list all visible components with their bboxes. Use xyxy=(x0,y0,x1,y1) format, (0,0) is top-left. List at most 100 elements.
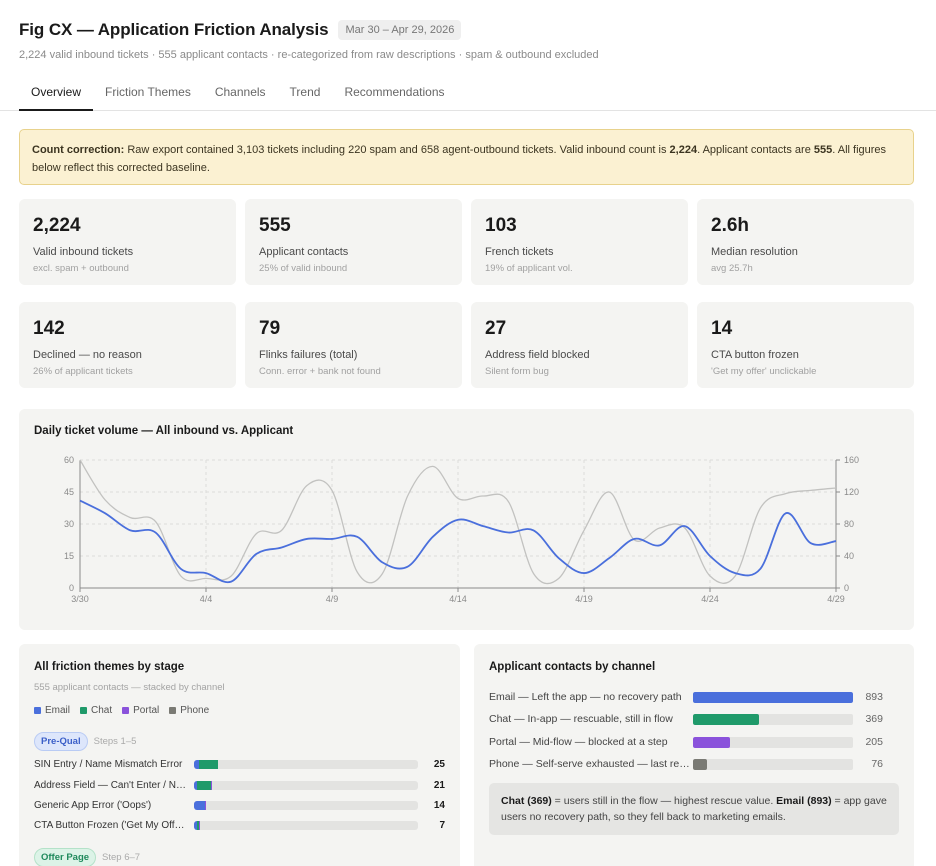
tab-trend[interactable]: Trend xyxy=(289,85,321,99)
theme-row[interactable]: Address Field — Can't Enter / N… 21 xyxy=(34,778,445,792)
kpi-label: Address field blocked xyxy=(485,349,590,361)
channel-bar-fill-phone xyxy=(693,758,707,770)
date-range-chip[interactable]: Mar 30 – Apr 29, 2026 xyxy=(338,20,462,40)
channel-count: 893 xyxy=(865,691,883,703)
channel-bar-track xyxy=(693,691,853,703)
tab-channels[interactable]: Channels xyxy=(214,85,266,99)
theme-bar-segment-chat xyxy=(197,780,211,790)
tab-recommendations[interactable]: Recommendations xyxy=(344,85,445,99)
legend-item-email: Email xyxy=(34,705,70,716)
count-correction-alert: Count correction: Raw export contained 3… xyxy=(19,129,914,185)
kpi-card-applicant-contacts: 555 Applicant contacts 25% of valid inbo… xyxy=(245,199,462,285)
theme-label: Generic App Error ('Oops') xyxy=(34,799,152,811)
theme-bar-segment-chat xyxy=(197,820,199,830)
channel-row-email[interactable]: Email — Left the app — no recovery path … xyxy=(489,690,883,704)
y-right-tick-label: 160 xyxy=(844,455,859,465)
channel-count: 369 xyxy=(865,713,883,725)
kpi-value: 14 xyxy=(711,318,733,339)
theme-count: 14 xyxy=(433,799,445,811)
channel-label: Portal — Mid-flow — blocked at a step xyxy=(489,736,668,748)
kpi-card-declined-no-reason: 142 Declined — no reason 26% of applican… xyxy=(19,302,236,388)
theme-bar-segment-email xyxy=(194,780,198,790)
tab-friction-themes[interactable]: Friction Themes xyxy=(105,85,191,99)
theme-row[interactable]: SIN Entry / Name Mismatch Error 25 xyxy=(34,757,445,771)
page-subtitle: 2,224 valid inbound tickets · 555 applic… xyxy=(19,49,599,61)
kpi-label: Median resolution xyxy=(711,246,798,258)
theme-bar-segment-email xyxy=(194,820,198,830)
legend-swatch-email xyxy=(34,707,41,714)
stage-header-prequal: Pre-Qual Steps 1–5 xyxy=(34,732,136,751)
theme-row[interactable]: Generic App Error ('Oops') 14 xyxy=(34,798,445,812)
theme-bar-segment-email xyxy=(194,800,205,810)
y-left-tick-label: 30 xyxy=(64,519,74,529)
theme-bar-segment-portal xyxy=(204,800,207,810)
kpi-sub: 26% of applicant tickets xyxy=(33,366,133,377)
channel-bar-fill-email xyxy=(693,691,853,703)
channel-insight-note: Chat (369) = users still in the flow — h… xyxy=(489,783,899,835)
kpi-card-address-field-blocked: 27 Address field blocked Silent form bug xyxy=(471,302,688,388)
theme-bar-track xyxy=(194,820,418,830)
channel-count: 205 xyxy=(865,736,883,748)
kpi-label: Flinks failures (total) xyxy=(259,349,358,361)
channel-bar-track xyxy=(693,736,853,748)
stage-steps: Step 6–7 xyxy=(102,852,141,863)
kpi-sub: 25% of valid inbound xyxy=(259,263,348,274)
channel-row-chat[interactable]: Chat — In-app — rescuable, still in flow… xyxy=(489,712,883,726)
alert-text-1: Raw export contained 3,103 tickets inclu… xyxy=(124,144,670,156)
legend-label: Phone xyxy=(180,705,210,716)
y-left-tick-label: 45 xyxy=(64,487,74,497)
x-tick-label: 4/4 xyxy=(200,594,213,604)
channel-row-phone[interactable]: Phone — Self-serve exhausted — last re… … xyxy=(489,757,883,771)
kpi-value: 79 xyxy=(259,318,281,339)
y-left-tick-label: 60 xyxy=(64,455,74,465)
kpi-label: CTA button frozen xyxy=(711,349,799,361)
chart-title: Daily ticket volume — All inbound vs. Ap… xyxy=(34,425,294,437)
kpi-card-median-resolution: 2.6h Median resolution avg 25.7h xyxy=(697,199,914,285)
themes-title: All friction themes by stage xyxy=(34,661,185,673)
x-tick-label: 4/24 xyxy=(701,594,719,604)
stage-pill-offer-page[interactable]: Offer Page xyxy=(34,848,97,866)
stage-pill-prequal[interactable]: Pre-Qual xyxy=(34,732,88,751)
note-bold-chat: Chat (369) xyxy=(501,795,552,807)
theme-bar-segment-portal xyxy=(198,820,201,830)
tab-bar: Overview Friction Themes Channels Trend … xyxy=(19,74,936,111)
theme-row[interactable]: CTA Button Frozen ('Get My Off… 7 xyxy=(34,818,445,832)
tab-overview[interactable]: Overview xyxy=(19,74,94,111)
legend-label: Chat xyxy=(91,705,113,716)
kpi-value: 27 xyxy=(485,318,507,339)
channels-title: Applicant contacts by channel xyxy=(489,661,656,673)
stage-header-offer-page: Offer Page Step 6–7 xyxy=(34,848,140,866)
theme-bar-track xyxy=(194,780,418,790)
channel-bar-fill-chat xyxy=(693,713,760,725)
series-line-applicant xyxy=(79,499,837,584)
kpi-value: 142 xyxy=(33,318,65,339)
kpi-sub: 19% of applicant vol. xyxy=(485,263,573,274)
channels-card: Applicant contacts by channel Email — Le… xyxy=(474,644,914,866)
theme-label: SIN Entry / Name Mismatch Error xyxy=(34,758,183,770)
series-line-all-inbound xyxy=(79,459,837,585)
kpi-card-cta-button-frozen: 14 CTA button frozen 'Get my offer' uncl… xyxy=(697,302,914,388)
kpi-card-flinks-failures: 79 Flinks failures (total) Conn. error +… xyxy=(245,302,462,388)
kpi-label: Declined — no reason xyxy=(33,349,142,361)
channel-row-portal[interactable]: Portal — Mid-flow — blocked at a step 20… xyxy=(489,735,883,749)
channel-count: 76 xyxy=(871,758,883,770)
theme-bar-track xyxy=(194,759,418,769)
legend-label: Portal xyxy=(133,705,160,716)
y-right-tick-label: 40 xyxy=(844,551,854,561)
daily-volume-line-chart: 0 15 30 45 60 0 40 80 120 160 3/30 4/4 4/9 4/14 4/19 4/… xyxy=(64,455,859,604)
x-tick-label: 4/29 xyxy=(827,594,845,604)
channel-bar-track xyxy=(693,713,853,725)
y-right-tick-label: 0 xyxy=(844,583,849,593)
themes-legend: Email Chat Portal Phone xyxy=(34,705,219,716)
daily-volume-chart-card: Daily ticket volume — All inbound vs. Ap… xyxy=(19,409,914,630)
alert-valid-count: 2,224 xyxy=(669,144,698,156)
legend-item-phone: Phone xyxy=(169,705,209,716)
y-right-tick-label: 80 xyxy=(844,519,854,529)
alert-text-2: . Applicant contacts are xyxy=(697,144,814,156)
theme-bar-segment-chat xyxy=(198,759,219,769)
channel-bar-fill-portal xyxy=(693,736,730,748)
kpi-value: 2,224 xyxy=(33,215,81,236)
y-right-tick-label: 120 xyxy=(844,487,859,497)
theme-bar-segment-email xyxy=(194,759,199,769)
kpi-label: Applicant contacts xyxy=(259,246,349,258)
